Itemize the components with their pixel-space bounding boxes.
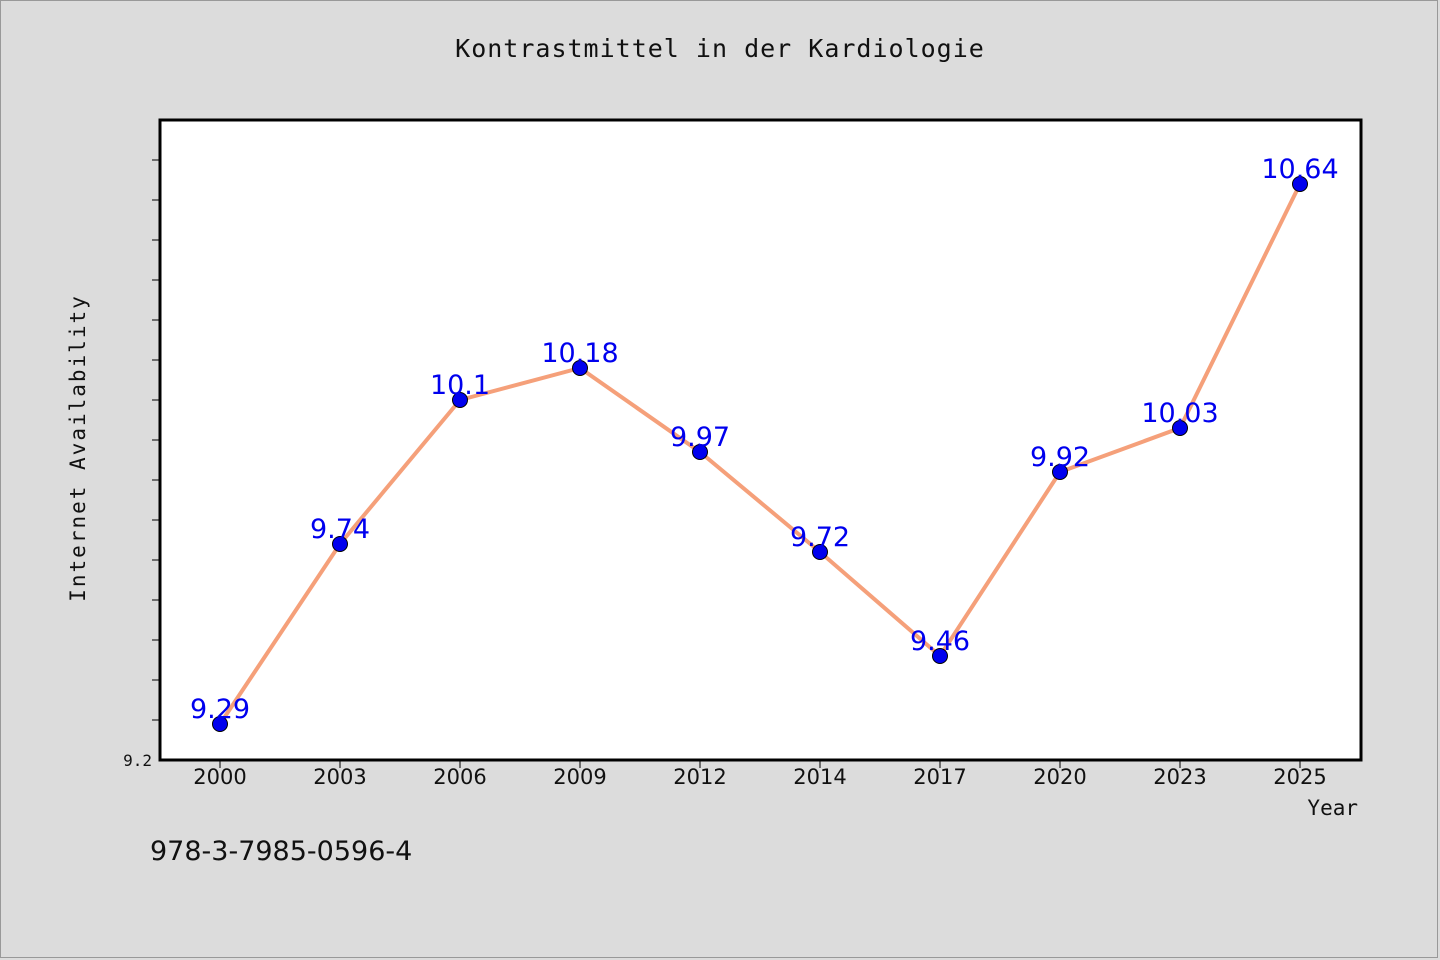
x-axis-label: Year [1307,796,1358,820]
data-label: 9.29 [190,694,250,725]
y-axis-label: Internet Availability [66,294,90,602]
data-label: 10.1 [430,370,490,401]
data-label: 9.72 [790,522,850,553]
x-tick-label: 2025 [1273,765,1326,789]
x-tick-label: 2006 [433,765,486,789]
x-tick-label: 2023 [1153,765,1206,789]
chart-title: Kontrastmittel in der Kardiologie [455,34,985,63]
data-label: 9.74 [310,514,370,545]
data-label: 9.92 [1030,442,1090,473]
data-label: 10.64 [1261,154,1338,185]
y-tick-label: 9.2 [123,751,152,770]
x-tick-label: 2000 [193,765,246,789]
x-tick-label: 2009 [553,765,606,789]
x-tick-label: 2012 [673,765,726,789]
plot-area [158,118,1363,762]
data-point [932,648,948,664]
data-point [452,392,468,408]
series-line [218,182,1302,726]
data-point [812,544,828,560]
isbn-text: 978-3-7985-0596-4 [150,836,413,867]
data-label: 10.18 [541,338,618,369]
x-tick-label: 2017 [913,765,966,789]
x-tick-label: 2014 [793,765,846,789]
data-point [572,360,588,376]
data-point [1172,420,1188,436]
data-point [692,444,708,460]
data-point [1292,176,1308,192]
data-label: 9.46 [910,626,970,657]
data-point [212,716,228,732]
x-tick-label: 2003 [313,765,366,789]
x-tick-label: 2020 [1033,765,1086,789]
data-point [1052,464,1068,480]
data-label: 9.97 [670,422,730,453]
data-point [332,536,348,552]
data-label: 10.03 [1141,398,1218,429]
